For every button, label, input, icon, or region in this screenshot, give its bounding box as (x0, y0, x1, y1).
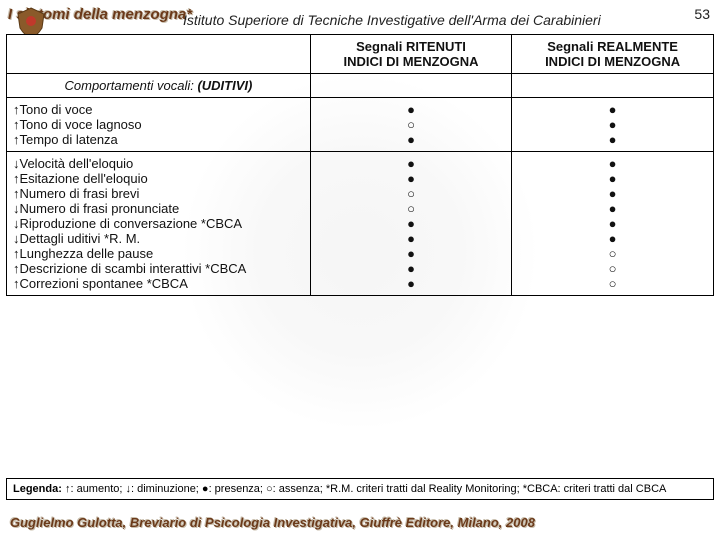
row-actual: ● ● ● (512, 98, 714, 152)
page-number: 53 (694, 6, 710, 22)
row-label: ↑Tono di voce ↑Tono di voce lagnoso ↑Tem… (7, 98, 311, 152)
table-row: ↓Velocità dell'eloquio ↑Esitazione dell'… (7, 152, 714, 296)
table-header-actual: Segnali REALMENTE INDICI DI MENZOGNA (512, 35, 714, 74)
section-label: Comportamenti vocali: (UDITIVI) (7, 74, 311, 98)
legend-box: Legenda: ↑: aumento; ↓: diminuzione; ●: … (6, 478, 714, 500)
table-header-empty (7, 35, 311, 74)
title-bar: I sintomi della menzogna* Istituto Super… (8, 6, 712, 32)
row-believed: ● ● ○ ○ ● ● ● ● ● (310, 152, 511, 296)
row-label: ↓Velocità dell'eloquio ↑Esitazione dell'… (7, 152, 311, 296)
footer-credit: Guglielmo Gulotta, Breviario di Psicolog… (10, 515, 535, 530)
table-row: ↑Tono di voce ↑Tono di voce lagnoso ↑Tem… (7, 98, 714, 152)
table-header-believed: Segnali RITENUTI INDICI DI MENZOGNA (310, 35, 511, 74)
row-believed: ● ○ ● (310, 98, 511, 152)
symptoms-table: Segnali RITENUTI INDICI DI MENZOGNA Segn… (6, 34, 714, 296)
row-actual: ● ● ● ● ● ● ○ ○ ○ (512, 152, 714, 296)
page-subtitle: Istituto Superiore di Tecniche Investiga… (183, 12, 601, 28)
